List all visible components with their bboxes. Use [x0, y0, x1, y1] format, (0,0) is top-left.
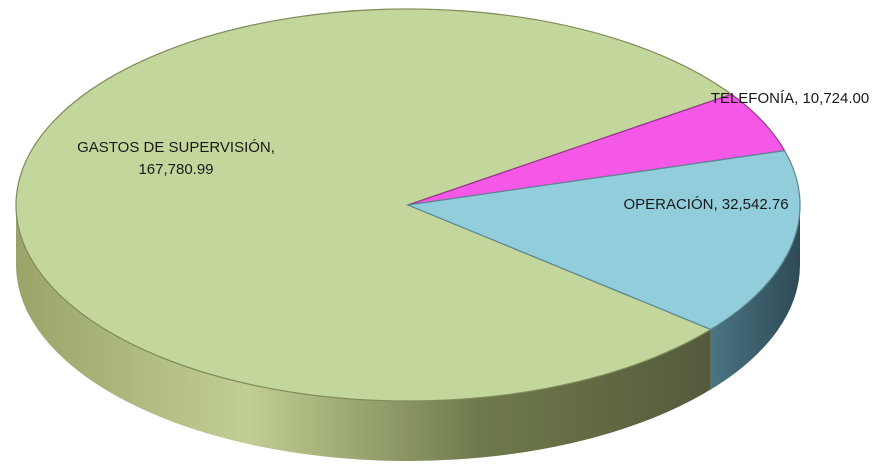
pie-tops	[15, 8, 801, 402]
data-label-operacion: OPERACIÓN, 32,542.76	[623, 196, 788, 213]
data-label-telefonia: TELEFONÍA, 10,724.00	[711, 90, 869, 107]
pie-labels: GASTOS DE SUPERVISIÓN, 167,780.99 TELEFONÍ…	[77, 90, 869, 213]
slice-top-operacion	[405, 149, 801, 331]
data-label-supervision: GASTOS DE SUPERVISIÓN, 167,780.99	[77, 139, 275, 178]
slice-top-supervision	[15, 8, 733, 402]
slice-side-operacion	[710, 205, 800, 390]
slice-side-supervision	[16, 205, 711, 461]
pie-sides	[16, 205, 800, 461]
